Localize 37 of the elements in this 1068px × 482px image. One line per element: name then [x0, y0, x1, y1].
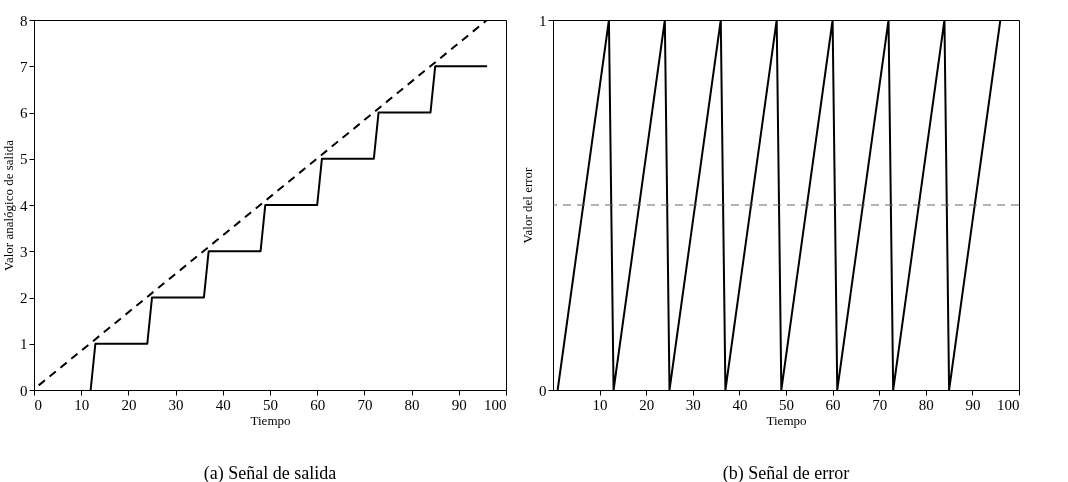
y-tick-label: 6: [20, 105, 28, 121]
y-tick-label: 1: [539, 12, 547, 29]
x-tick-label: 90: [451, 396, 467, 413]
text: (b) Señal de error: [722, 463, 850, 482]
x-tick-label: 50: [263, 396, 278, 413]
x-axis-title: Tiempo: [766, 412, 807, 428]
y-axis-title: Valor analógico de salida: [1, 139, 16, 272]
y-tick-label: 0: [20, 382, 28, 399]
x-tick-label: 80: [404, 396, 420, 413]
x-tick-label: 60: [310, 396, 326, 413]
y-tick-label: 5: [20, 151, 28, 168]
x-tick-label: 40: [215, 396, 231, 413]
x-tick-label: 60: [825, 396, 841, 413]
x-tick-label: 0: [34, 396, 42, 413]
y-tick-label: 2: [20, 290, 28, 306]
y-axis-title: Valor del error: [520, 166, 535, 244]
x-tick-label: 40: [732, 396, 748, 413]
y-tick-label: 4: [20, 197, 28, 214]
x-tick-label: 30: [168, 396, 184, 413]
x-tick-label: 20: [121, 396, 137, 413]
y-tick-label: 1: [20, 336, 28, 353]
x-tick-label: 100: [484, 396, 507, 413]
x-tick-label: 50: [779, 396, 794, 413]
x-axis-title: Tiempo: [250, 412, 291, 428]
text: (a) Señal de salida: [203, 463, 337, 482]
y-tick-label: 3: [20, 243, 28, 260]
x-tick-label: 90: [965, 396, 981, 413]
x-tick-label: 10: [74, 396, 90, 413]
x-tick-label: 20: [639, 396, 655, 413]
x-tick-label: 80: [918, 396, 934, 413]
x-tick-label: 10: [592, 396, 608, 413]
y-tick-label: 7: [20, 58, 28, 75]
y-tick-label: 8: [20, 12, 28, 29]
x-tick-label: 30: [685, 396, 701, 413]
x-tick-label: 70: [357, 396, 373, 413]
x-tick-label: 100: [997, 396, 1020, 413]
x-tick-label: 70: [872, 396, 888, 413]
